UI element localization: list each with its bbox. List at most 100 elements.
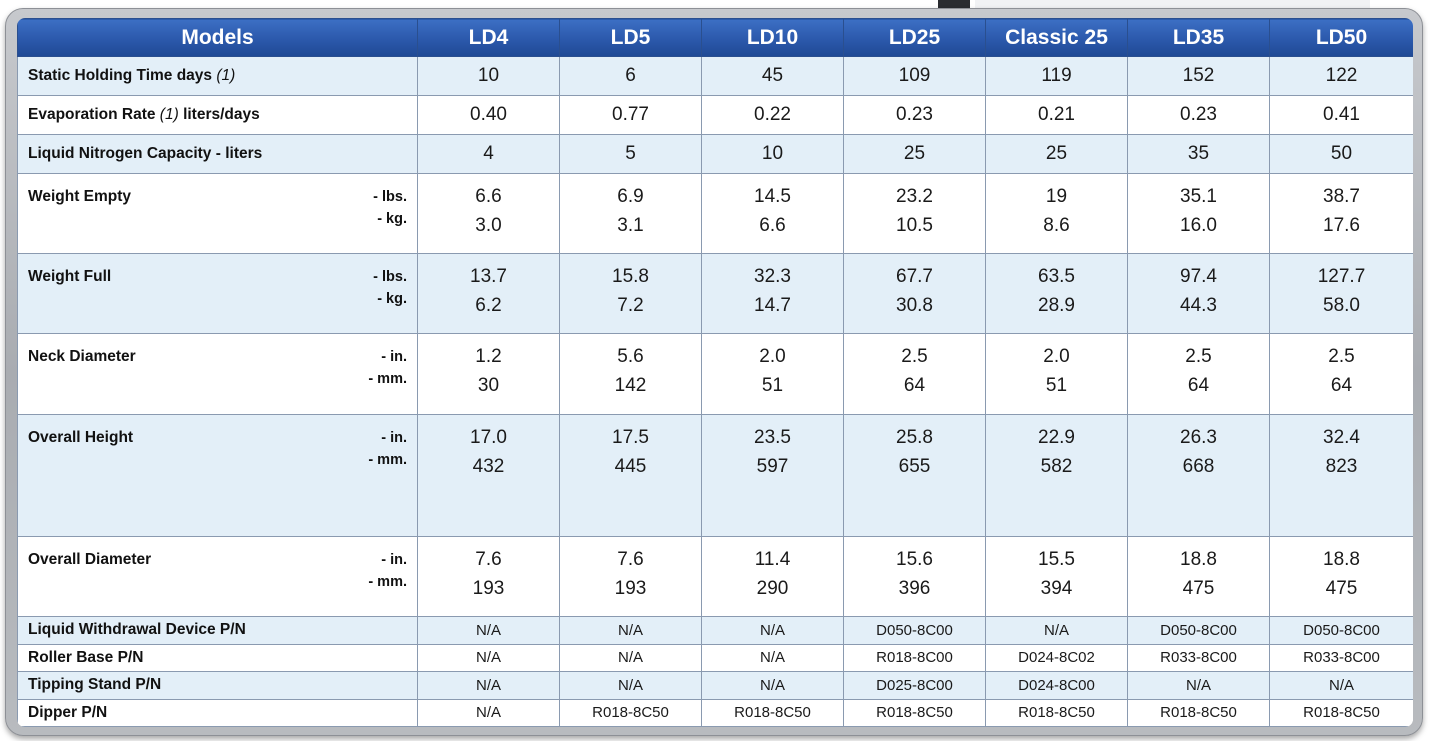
table-cell: R018-8C50 (701, 698, 844, 727)
table-cell: D050-8C00 (1269, 616, 1413, 645)
value-line: 668 (1182, 455, 1215, 477)
model-header: LD50 (1269, 18, 1413, 57)
value-line: 13.7 (470, 266, 507, 288)
table-cell: N/A (417, 698, 560, 727)
row-label-static-holding: Static Holding Time days (1) (17, 55, 418, 97)
table-cell: 0.23 (1127, 95, 1270, 136)
value-line: 127.7 (1317, 266, 1366, 288)
table-cell: 0.41 (1269, 95, 1413, 136)
table-cell: 25.8 655 (843, 413, 986, 538)
value-line: 655 (898, 455, 931, 477)
model-header: LD10 (701, 18, 844, 57)
value-line: 28.9 (1038, 295, 1075, 317)
value-line: 17.6 (1323, 215, 1360, 237)
value-line: 64 (903, 375, 926, 397)
table-cell: 17.5 445 (559, 413, 702, 538)
value-line: 394 (1040, 578, 1073, 600)
value-line: 6.6 (759, 215, 786, 237)
table-cell: 6 (559, 55, 702, 97)
unit-label: - mm. (368, 371, 407, 388)
label-text: Overall Diameter (28, 551, 152, 569)
unit-label: - lbs. (373, 269, 407, 286)
value-line: 3.0 (475, 215, 502, 237)
table-row: Liquid Withdrawal Device P/N N/A N/A N/A… (17, 616, 1413, 645)
table-cell: 63.5 28.9 (985, 253, 1128, 335)
table-cell: 2.5 64 (1269, 333, 1413, 415)
row-label-withdrawal-device: Liquid Withdrawal Device P/N (17, 616, 418, 645)
value-line: 290 (756, 578, 789, 600)
value-line: 63.5 (1038, 266, 1075, 288)
table-cell: R018-8C50 (985, 698, 1128, 727)
value-line: 1.2 (475, 346, 502, 368)
value-line: 35.1 (1180, 186, 1217, 208)
table-cell: 10 (701, 134, 844, 175)
value-line: 51 (1045, 375, 1068, 397)
value-line: 38.7 (1323, 186, 1360, 208)
table-cell: 25 (843, 134, 986, 175)
table-inner: Models LD4 LD5 LD10 LD25 Classic 25 LD35… (17, 18, 1413, 727)
value-line: 64 (1187, 375, 1210, 397)
table-cell: 22.9 582 (985, 413, 1128, 538)
footnote-ref: (1) (159, 106, 179, 124)
value-line: 17.5 (612, 426, 649, 448)
label-text: Weight Empty (28, 188, 132, 206)
models-header: Models (17, 18, 418, 57)
table-cell: 32.4 823 (1269, 413, 1413, 538)
table-cell: N/A (1269, 671, 1413, 700)
table-cell: 67.7 30.8 (843, 253, 986, 335)
value-line: 97.4 (1180, 266, 1217, 288)
value-line: 25.8 (896, 426, 933, 448)
table-cell: R018-8C00 (843, 643, 986, 673)
table-cell: 50 (1269, 134, 1413, 175)
label-text: Evaporation Rate (28, 106, 156, 124)
value-line: 2.0 (1043, 346, 1070, 368)
value-line: 5.6 (617, 346, 644, 368)
table-cell: 32.3 14.7 (701, 253, 844, 335)
value-line: 32.3 (754, 266, 791, 288)
value-line: 597 (756, 455, 789, 477)
value-line: 11.4 (754, 549, 791, 571)
table-row: Static Holding Time days (1) 10 6 45 109… (17, 55, 1413, 97)
row-label-tipping-stand: Tipping Stand P/N (17, 671, 418, 700)
table-cell: 38.7 17.6 (1269, 173, 1413, 255)
value-line: 64 (1330, 375, 1353, 397)
footnote-ref: (1) (216, 67, 236, 85)
value-line: 2.5 (901, 346, 928, 368)
value-line: 445 (614, 455, 647, 477)
table-cell: N/A (417, 643, 560, 673)
table-cell: D024-8C00 (985, 671, 1128, 700)
value-line: 15.8 (612, 266, 649, 288)
unit-label: - kg. (377, 211, 407, 228)
table-cell: 45 (701, 55, 844, 97)
table-cell: D050-8C00 (1127, 616, 1270, 645)
table-cell: 2.0 51 (701, 333, 844, 415)
value-line: 7.6 (475, 549, 502, 571)
value-line: 823 (1325, 455, 1358, 477)
table-row: Weight Empty - lbs. - kg. 6.6 3.0 6.9 3.1 1… (17, 173, 1413, 255)
table-cell: N/A (1127, 671, 1270, 700)
label-text: Weight Full (28, 268, 112, 286)
value-line: 8.6 (1043, 215, 1070, 237)
model-header: Classic 25 (985, 18, 1128, 57)
table-cell: 18.8 475 (1127, 536, 1270, 618)
table-cell: 0.40 (417, 95, 560, 136)
value-line: 475 (1325, 578, 1358, 600)
table-cell: 23.2 10.5 (843, 173, 986, 255)
table-cell: 152 (1127, 55, 1270, 97)
label-suffix: liters/days (183, 106, 260, 124)
unit-label: - in. (381, 429, 407, 446)
table-cell: 10 (417, 55, 560, 97)
table-cell: 15.6 396 (843, 536, 986, 618)
table-cell: 6.9 3.1 (559, 173, 702, 255)
value-line: 6.2 (475, 295, 502, 317)
table-cell: N/A (985, 616, 1128, 645)
table-row: Overall Height - in. - mm. 17.0 432 17.5 44… (17, 413, 1413, 538)
table-row: Tipping Stand P/N N/A N/A N/A D025-8C00 … (17, 671, 1413, 700)
table-cell: 97.4 44.3 (1127, 253, 1270, 335)
table-cell: 0.23 (843, 95, 986, 136)
table-cell: N/A (701, 671, 844, 700)
value-line: 22.9 (1038, 426, 1075, 448)
value-line: 30.8 (896, 295, 933, 317)
table-cell: N/A (559, 671, 702, 700)
value-line: 2.5 (1328, 346, 1355, 368)
